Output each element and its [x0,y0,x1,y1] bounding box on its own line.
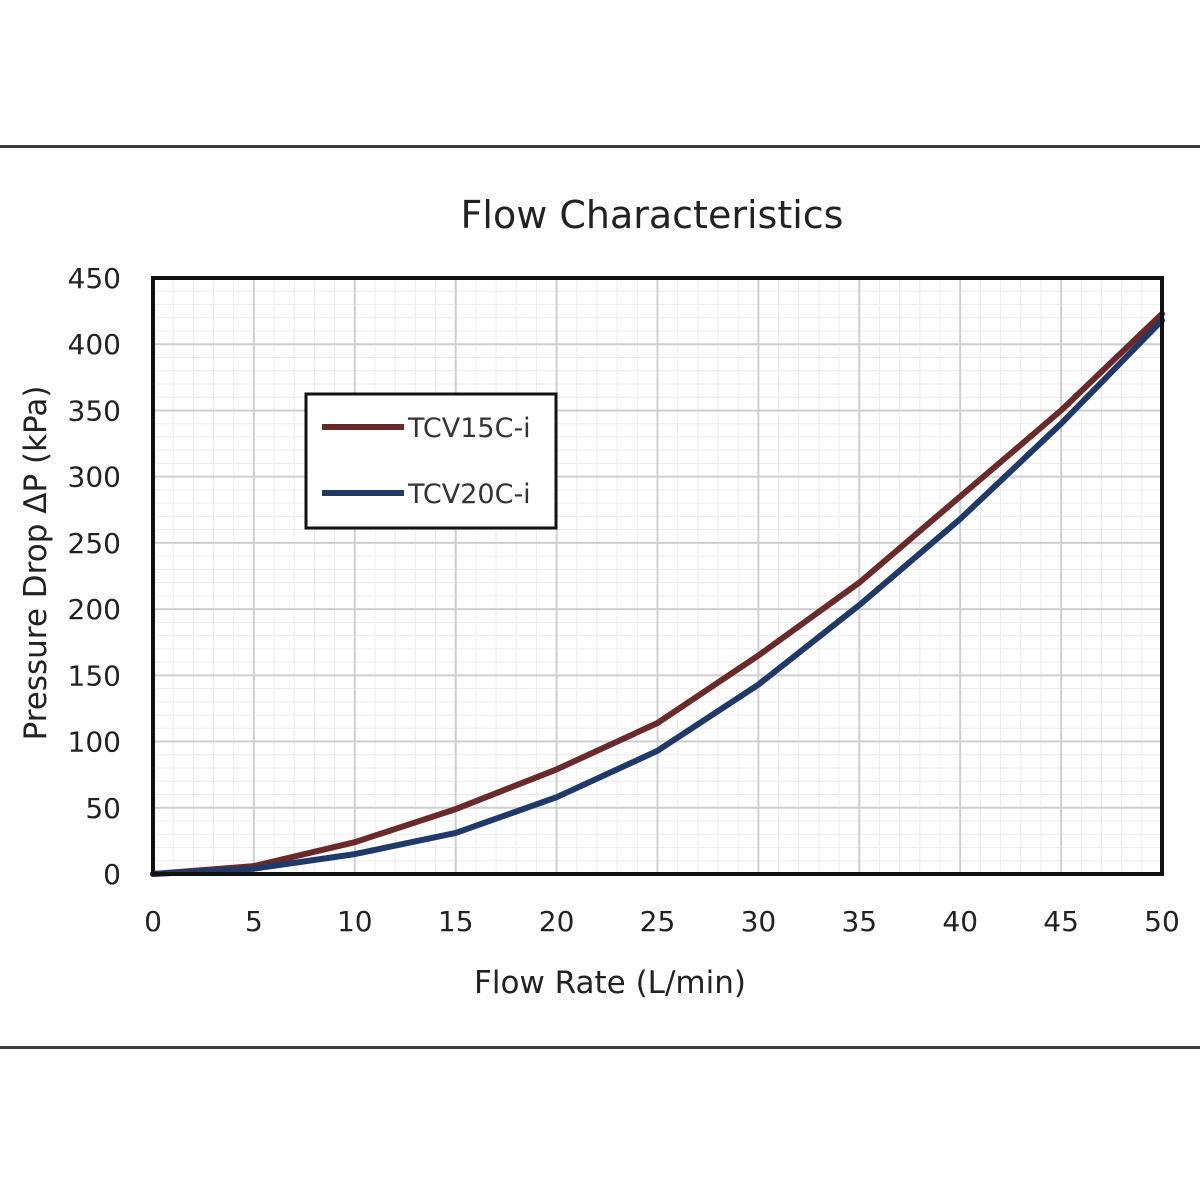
series-line-tcv20c-i [150,317,1165,877]
grid [152,277,1163,875]
y-tick-label: 150 [68,659,121,692]
series-line-tcv15c-i [150,310,1165,877]
y-tick-label: 400 [68,328,121,361]
x-axis-label: Flow Rate (L/min) [474,965,746,1001]
y-tick-label: 300 [68,461,121,494]
legend-label-tcv15c-i: TCV15C-i [407,413,531,444]
y-axis-label: Pressure Drop ΔP (kPa) [18,386,54,741]
y-tick-label: 50 [85,792,121,825]
legend-box [304,392,558,530]
x-tick-label: 25 [640,905,676,938]
x-tick-label: 50 [1144,905,1180,938]
x-tick-label: 0 [144,905,162,938]
x-tick-label: 5 [245,905,263,938]
x-tick-labels: 0 5 10 15 20 25 30 35 40 45 50 [144,905,1180,938]
x-tick-label: 10 [337,905,373,938]
x-tick-label: 15 [438,905,474,938]
legend: TCV15C-i TCV20C-i [304,392,558,530]
x-tick-label: 40 [942,905,978,938]
y-tick-labels: 0 50 100 150 200 250 300 350 400 450 [68,262,121,891]
chart-title: Flow Characteristics [461,193,844,237]
y-tick-label: 450 [68,262,121,295]
top-rule [0,145,1200,148]
x-tick-label: 20 [539,905,575,938]
y-tick-label: 250 [68,527,121,560]
x-tick-label: 35 [841,905,877,938]
bottom-rule [0,1046,1200,1049]
x-tick-label: 45 [1043,905,1079,938]
x-tick-label: 30 [741,905,777,938]
legend-label-tcv20c-i: TCV20C-i [407,479,531,510]
y-tick-label: 100 [68,726,121,759]
plot-frame [151,276,1164,876]
plot-lines [150,310,1165,877]
y-tick-label: 0 [103,858,121,891]
y-tick-label: 350 [68,394,121,427]
y-tick-label: 200 [68,593,121,626]
